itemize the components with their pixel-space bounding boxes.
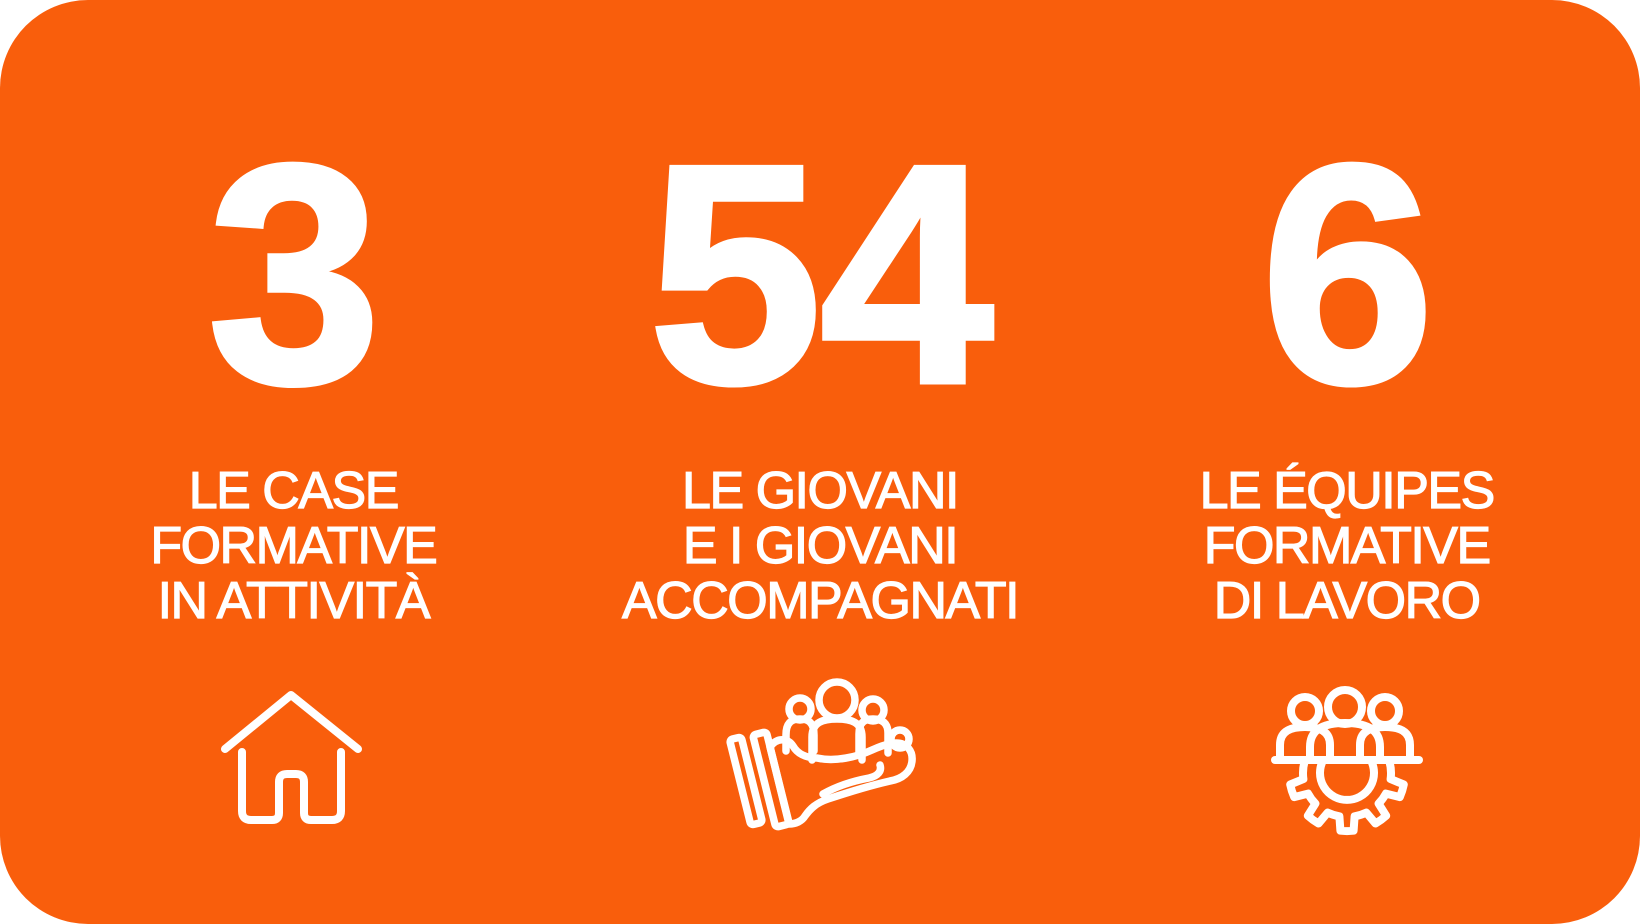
house-icon — [220, 690, 362, 824]
team-gear-icon — [1270, 686, 1423, 836]
stat-label-line: FORMATIVE — [150, 517, 439, 575]
hand-holding-people-icon — [726, 678, 916, 831]
stat-column-case-formative: 3 LE CASE FORMATIVE IN ATTIVITÀ — [30, 0, 557, 924]
stat-label-line: IN ATTIVITÀ — [157, 572, 431, 630]
stat-label-line: LE ÉQUIPES — [1199, 462, 1496, 520]
stat-label-line: ACCOMPAGNATI — [621, 572, 1020, 630]
stat-value-equipes: 6 — [1258, 101, 1437, 449]
stat-label-giovani: LE GIOVANI E I GIOVANI ACCOMPAGNATI — [557, 462, 1084, 630]
stat-label-equipes: LE ÉQUIPES FORMATIVE DI LAVORO — [1083, 462, 1610, 630]
stat-column-giovani: 54 LE GIOVANI E I GIOVANI ACCOMPAGNATI — [557, 0, 1084, 924]
stat-label-case: LE CASE FORMATIVE IN ATTIVITÀ — [30, 462, 557, 630]
stat-value-case: 3 — [205, 101, 384, 449]
stat-column-equipes: 6 LE ÉQUIPES FORMATIVE DI LAVORO — [1083, 0, 1610, 924]
stat-label-line: LE GIOVANI — [681, 462, 960, 520]
stat-value-giovani: 54 — [646, 101, 996, 449]
stat-label-line: E I GIOVANI — [682, 517, 959, 575]
stat-label-line: FORMATIVE — [1203, 517, 1492, 575]
stat-label-line: LE CASE — [188, 462, 400, 520]
stat-label-line: DI LAVORO — [1213, 572, 1482, 630]
